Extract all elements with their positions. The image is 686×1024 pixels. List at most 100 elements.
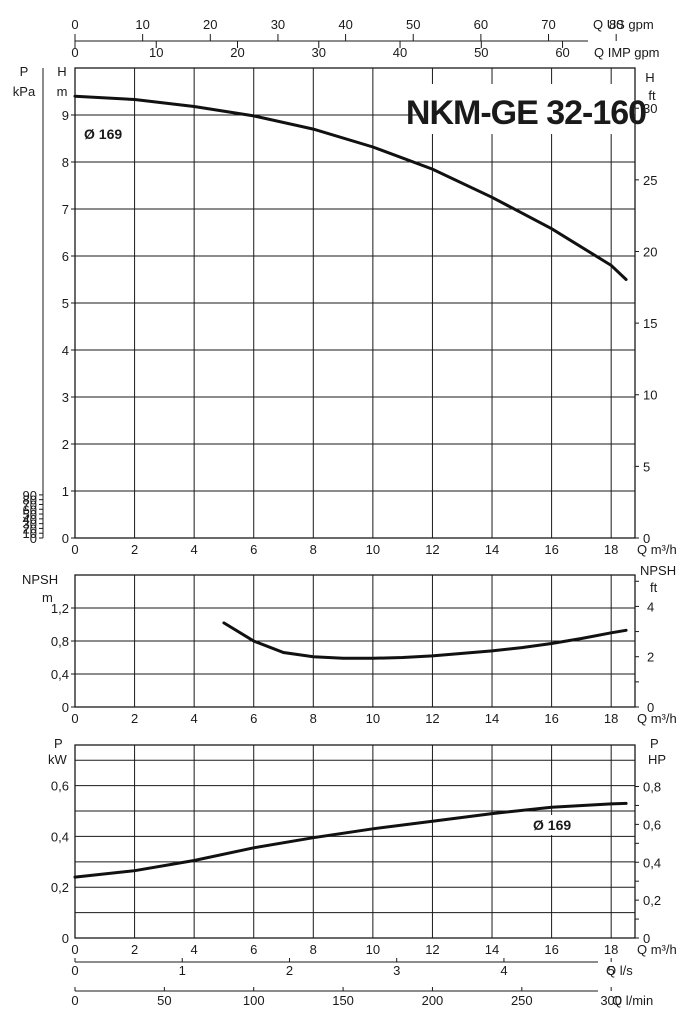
q-tick-label: 18 — [604, 542, 618, 557]
npsh-q-axis-label: Q m³/h — [637, 711, 677, 726]
lmin-tick-label: 200 — [422, 993, 444, 1008]
imp-gpm-tick-label: 10 — [149, 45, 163, 60]
power-q-tick-label: 4 — [191, 942, 198, 957]
imp-gpm-tick-label: 60 — [555, 45, 569, 60]
power-q-tick-label: 10 — [366, 942, 380, 957]
npsh-ft-tick-label: 4 — [647, 599, 654, 614]
kpa-tick-label: 80 — [23, 493, 37, 508]
power-q-axis-label: Q m³/h — [637, 942, 677, 957]
ls-tick-label: 3 — [393, 963, 400, 978]
head-tick-label: 0 — [62, 531, 69, 546]
ft-tick-label: 0 — [643, 531, 650, 546]
hp-tick-label: 0 — [643, 931, 650, 946]
us-gpm-tick-label: 50 — [406, 17, 420, 32]
hp-unit: HP — [648, 752, 666, 767]
us-gpm-tick-label: 80 — [609, 17, 623, 32]
head-curve — [73, 94, 628, 281]
npsh-q-tick-label: 6 — [250, 711, 257, 726]
npsh-q-tick-label: 0 — [71, 711, 78, 726]
head-tick-label: 6 — [62, 249, 69, 264]
power-q-tick-label: 2 — [131, 942, 138, 957]
head-tick-label: 9 — [62, 108, 69, 123]
imp-gpm-tick-label: 50 — [474, 45, 488, 60]
hp-tick-label: 0,2 — [643, 893, 661, 908]
ft-tick-label: 15 — [643, 316, 657, 331]
us-gpm-label: Q US gpm — [593, 17, 654, 32]
ls-tick-label: 2 — [286, 963, 293, 978]
lmin-tick-label: 300 — [600, 993, 622, 1008]
power-axis-title: P — [54, 736, 63, 751]
power-q-tick-label: 18 — [604, 942, 618, 957]
npsh-ft-unit: ft — [650, 580, 658, 595]
npsh-q-tick-label: 14 — [485, 711, 499, 726]
npsh-q-tick-label: 18 — [604, 711, 618, 726]
kw-tick-label: 0,4 — [51, 829, 69, 844]
head-tick-label: 4 — [62, 343, 69, 358]
imp-gpm-tick-label: 40 — [393, 45, 407, 60]
npsh-m-tick-label: 1,2 — [51, 601, 69, 616]
imp-gpm-tick-label: 30 — [312, 45, 326, 60]
kpa-tick-label: 70 — [23, 497, 37, 512]
head-tick-label: 7 — [62, 202, 69, 217]
imp-gpm-tick-label: 20 — [230, 45, 244, 60]
ls-tick-label: 5 — [608, 963, 615, 978]
title-box — [418, 84, 634, 134]
h-axis-title: H — [57, 64, 66, 79]
npsh-ft-tick-label: 0 — [647, 700, 654, 715]
lmin-tick-label: 0 — [71, 993, 78, 1008]
kw-tick-label: 0,2 — [51, 880, 69, 895]
power-panel-frame — [74, 744, 636, 939]
lmin-tick-label: 150 — [332, 993, 354, 1008]
kpa-tick-label: 90 — [23, 488, 37, 503]
npsh-q-tick-label: 12 — [425, 711, 439, 726]
power-curve-label: Ø 169 — [533, 817, 571, 833]
q-tick-label: 6 — [250, 542, 257, 557]
kpa-tick-label: 50 — [23, 507, 37, 522]
hp-tick-label: 0,8 — [643, 780, 661, 795]
ft-axis-unit: ft — [648, 88, 656, 103]
kpa-tick-label: 30 — [23, 517, 37, 532]
npsh-m-tick-label: 0,4 — [51, 667, 69, 682]
head-tick-label: 3 — [62, 390, 69, 405]
kpa-tick-label: 20 — [23, 521, 37, 536]
head-tick-label: 8 — [62, 155, 69, 170]
us-gpm-tick-label: 30 — [271, 17, 285, 32]
q-tick-label: 8 — [310, 542, 317, 557]
power-q-tick-label: 16 — [544, 942, 558, 957]
head-tick-label: 2 — [62, 437, 69, 452]
power-label-bg — [528, 815, 586, 835]
h-right-axis-title: H — [645, 70, 654, 85]
p-axis-title: P — [20, 64, 29, 79]
power-right-axis-title: P — [650, 736, 659, 751]
q-tick-label: 10 — [366, 542, 380, 557]
kw-tick-label: 0,6 — [51, 779, 69, 794]
ft-tick-label: 25 — [643, 173, 657, 188]
kw-unit: kW — [48, 752, 68, 767]
npsh-m-unit: m — [42, 590, 53, 605]
hp-tick-label: 0,4 — [643, 855, 661, 870]
kpa-tick-label: 0 — [30, 531, 37, 546]
lmin-tick-label: 50 — [157, 993, 171, 1008]
us-gpm-tick-label: 40 — [338, 17, 352, 32]
power-q-tick-label: 12 — [425, 942, 439, 957]
npsh-m-tick-label: 0 — [62, 700, 69, 715]
head-tick-label: 5 — [62, 296, 69, 311]
us-gpm-tick-label: 60 — [474, 17, 488, 32]
power-q-tick-label: 0 — [71, 942, 78, 957]
npsh-q-tick-label: 2 — [131, 711, 138, 726]
chart-title: NKM-GE 32-160 — [406, 94, 646, 132]
ls-tick-label: 1 — [179, 963, 186, 978]
kpa-tick-label: 40 — [23, 512, 37, 527]
us-gpm-tick-label: 10 — [135, 17, 149, 32]
kpa-tick-label: 10 — [23, 526, 37, 541]
hp-tick-label: 0,6 — [643, 817, 661, 832]
head-curve-label: Ø 169 — [84, 126, 122, 142]
npsh-axis-title: NPSH — [22, 572, 58, 587]
head-tick-label: 1 — [62, 484, 69, 499]
npsh-q-tick-label: 4 — [191, 711, 198, 726]
kw-tick-label: 0 — [62, 931, 69, 946]
npsh-curve — [222, 621, 628, 660]
us-gpm-tick-label: 70 — [541, 17, 555, 32]
us-gpm-tick-label: 0 — [71, 17, 78, 32]
